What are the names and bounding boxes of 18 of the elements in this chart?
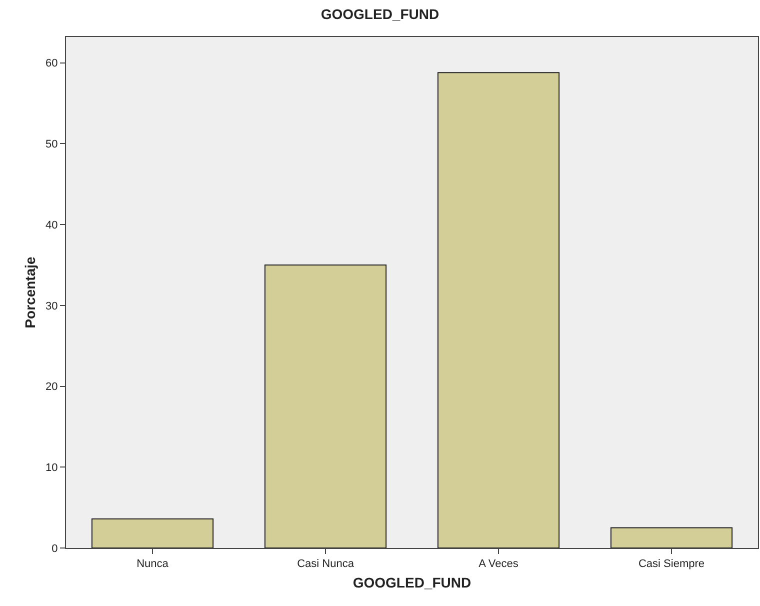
y-tick-label: 60 [46,58,58,70]
x-tick-label: Casi Nunca [297,558,355,570]
x-tick-label: A Veces [478,558,519,570]
x-tick-label: Nunca [136,558,170,570]
bar [437,72,560,548]
y-tick-label: 20 [46,381,58,394]
bar [264,264,387,548]
y-tick-label: 50 [46,138,58,151]
y-tick-label: 0 [52,542,58,555]
y-axis-title: Porcentaje [22,256,38,328]
bar [610,527,733,548]
y-tick-label: 10 [46,462,58,474]
y-tick-label: 40 [46,219,58,232]
bar [91,518,214,548]
x-axis-title: GOOGLED_FUND [352,574,472,590]
x-tick-label: Casi Siempre [638,558,705,570]
chart-title: GOOGLED_FUND [320,6,440,22]
y-tick-label: 30 [46,300,58,312]
